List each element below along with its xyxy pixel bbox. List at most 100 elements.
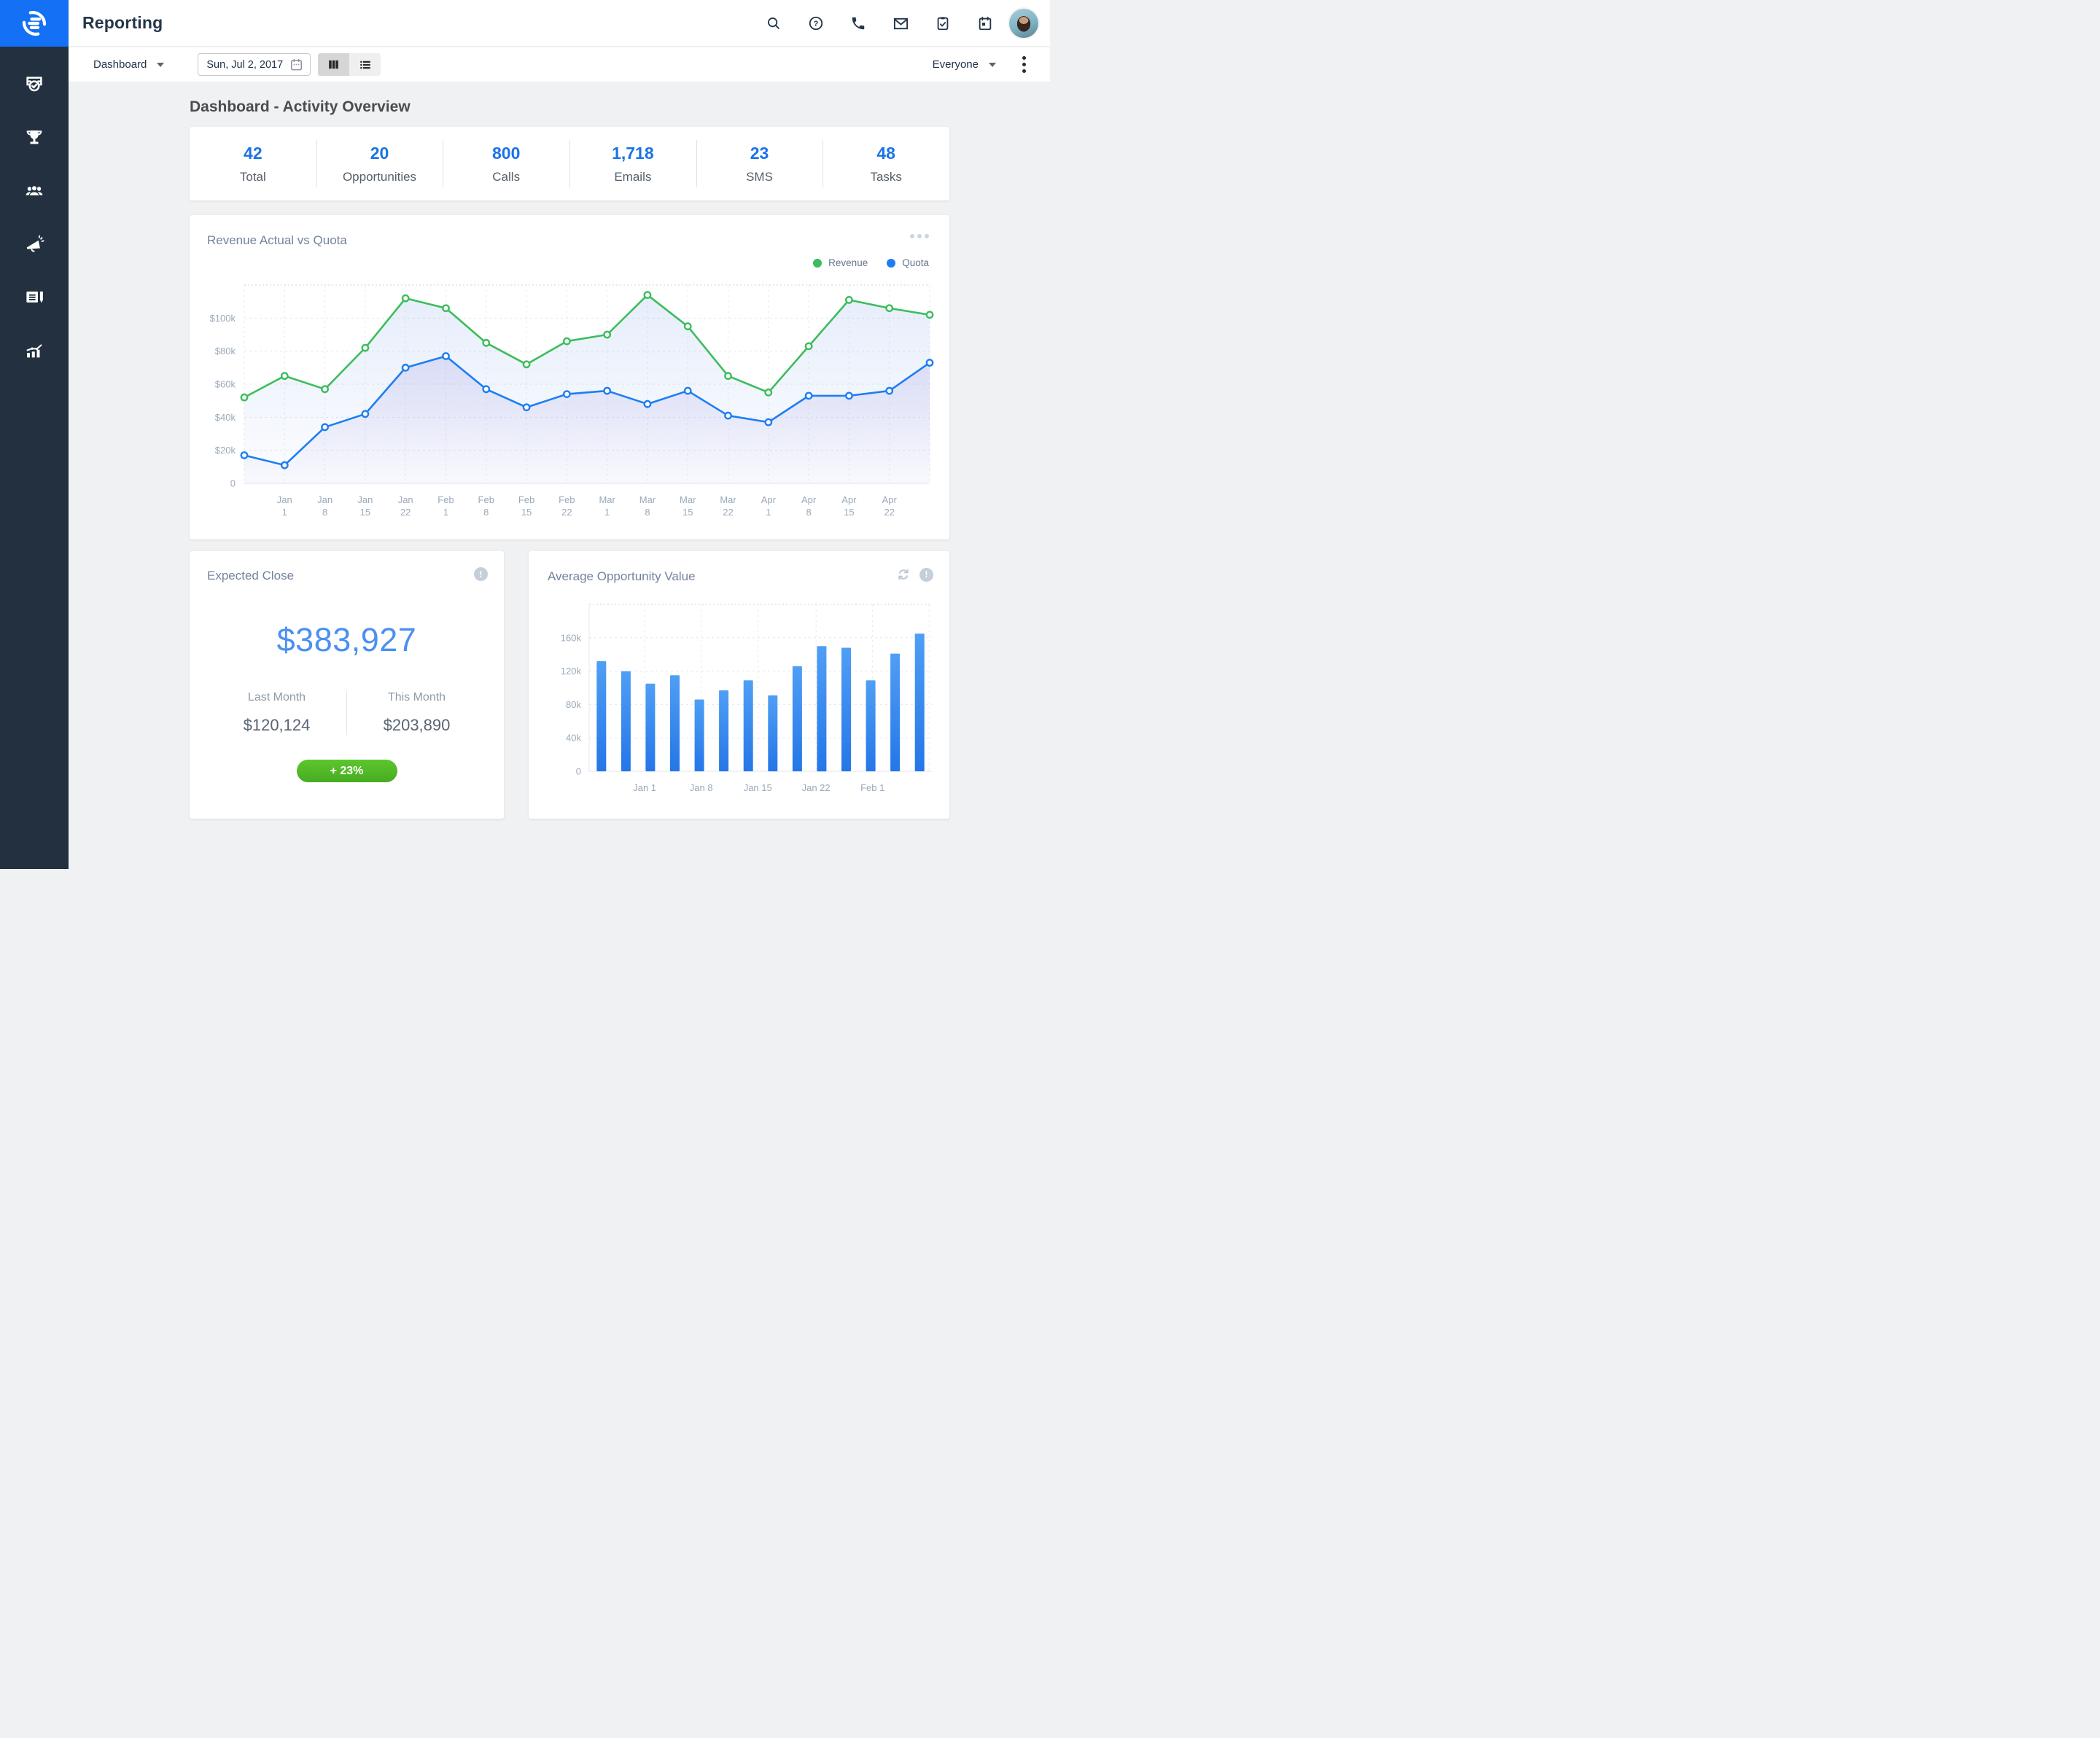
search-button[interactable] [752,0,795,47]
notes-icon [26,291,43,303]
info-icon[interactable]: ! [474,567,488,581]
brand-mark-icon [22,11,47,36]
sidebar-nav [0,47,69,377]
list-view-button[interactable] [349,53,381,76]
report-type-label: Dashboard [93,58,147,71]
report-type-dropdown[interactable]: Dashboard [93,58,165,71]
stat-value: 48 [876,143,895,163]
svg-text:$40k: $40k [215,412,236,423]
stat-label: Opportunities [342,169,417,184]
refresh-icon[interactable] [896,567,911,582]
svg-text:Feb 1: Feb 1 [860,782,884,793]
topbar-actions: ? [752,0,1050,47]
chart-legend: Revenue Quota [813,257,929,268]
legend-item-revenue[interactable]: Revenue [813,257,868,268]
calls-button[interactable] [837,0,879,47]
revenue-line-chart: 0 $20k $40k $60k $80k $100k Jan 1 Jan 8 Jan 15 Jan 22… [199,278,936,518]
audience-label: Everyone [932,58,979,71]
activity-stats-card: 42 Total 20 Opportunities 800 Calls 1,71… [190,127,949,200]
svg-text:0: 0 [576,766,581,777]
stat-opportunities: 20 Opportunities [316,127,443,200]
deals-trophy-icon [26,130,42,144]
stat-value: 1,718 [612,143,654,163]
svg-text:Jan 1: Jan 1 [633,782,656,793]
sidebar-item-campaigns[interactable] [14,217,55,270]
help-icon: ? [809,16,823,31]
stat-emails: 1,718 Emails [569,127,696,200]
mail-icon [893,17,908,29]
sidebar-item-notes[interactable] [14,270,55,324]
sidebar [0,0,69,869]
activities-icon [26,76,42,91]
card-menu-button[interactable] [910,234,929,238]
average-opportunity-value-card: Average Opportunity Value ! 0 40k 80k 120k 1… [529,551,949,819]
stat-label: SMS [746,169,773,184]
stat-value: 42 [244,143,262,163]
svg-text:160k: 160k [561,632,582,643]
date-value: Sun, Jul 2, 2017 [206,58,284,71]
columns-view-icon [329,60,339,69]
change-percentage-badge: + 23% [296,760,397,782]
stat-label: Last Month [247,691,306,704]
sidebar-item-activities[interactable] [14,58,55,111]
average-opportunity-bar-chart: 0 40k 80k 120k 160k Jan 1 Jan 8 Jan 15 Jan 22 Feb… [545,596,932,808]
help-button[interactable]: ? [795,0,837,47]
user-avatar[interactable] [1009,9,1038,38]
dashboard-heading: Dashboard - Activity Overview [190,98,411,115]
stat-value: 800 [491,143,521,163]
stat-label: Tasks [870,169,902,184]
campaigns-megaphone-icon [26,235,44,252]
audience-dropdown[interactable]: Everyone [933,58,996,71]
card-title: Average Opportunity Value [548,569,696,583]
list-view-icon [359,61,370,69]
svg-text:80k: 80k [566,699,581,710]
reports-chart-icon [26,343,42,357]
app-logo[interactable] [0,0,69,47]
svg-text:$100k: $100k [210,313,236,324]
card-title: Revenue Actual vs Quota [207,233,347,247]
email-button[interactable] [879,0,922,47]
svg-text:$60k: $60k [215,379,236,390]
legend-label: Quota [902,257,929,268]
sidebar-item-deals[interactable] [14,111,55,164]
card-title: Expected Close [207,569,295,582]
legend-item-quota[interactable]: Quota [887,257,929,268]
month-comparison: Last Month $120,124 This Month $203,890 [207,691,486,735]
stat-label: Emails [614,169,652,184]
sidebar-item-contacts[interactable] [14,164,55,217]
info-icon[interactable]: ! [919,567,933,582]
contacts-icon [26,184,43,196]
stat-value: 23 [750,143,769,163]
svg-text:Jan 22: Jan 22 [802,782,831,793]
expected-close-amount: $383,927 [276,621,417,658]
chevron-down-icon [157,62,165,67]
stat-value: $203,890 [383,716,451,734]
tasks-button[interactable] [922,0,964,47]
sidebar-item-reports[interactable] [14,324,55,377]
tasks-clipboard-icon [937,17,949,31]
more-options-button[interactable] [1009,50,1038,79]
stat-label: This Month [387,691,446,704]
revenue-legend-dot-icon [813,258,822,268]
columns-view-button[interactable] [318,53,350,76]
expected-close-card: Expected Close ! $383,927 Last Month $12… [190,551,504,819]
this-month-stat: This Month $203,890 [347,691,486,735]
date-picker[interactable]: Sun, Jul 2, 2017 [198,53,311,76]
main-content: Dashboard - Activity Overview 42 Total 2… [69,82,1050,869]
page-title: Reporting [82,13,163,32]
svg-text:0: 0 [230,478,236,489]
svg-text:?: ? [814,20,819,28]
report-toolbar: Dashboard Sun, Jul 2, 2017 Everyone [69,47,1050,82]
meetings-button[interactable] [964,0,1006,47]
